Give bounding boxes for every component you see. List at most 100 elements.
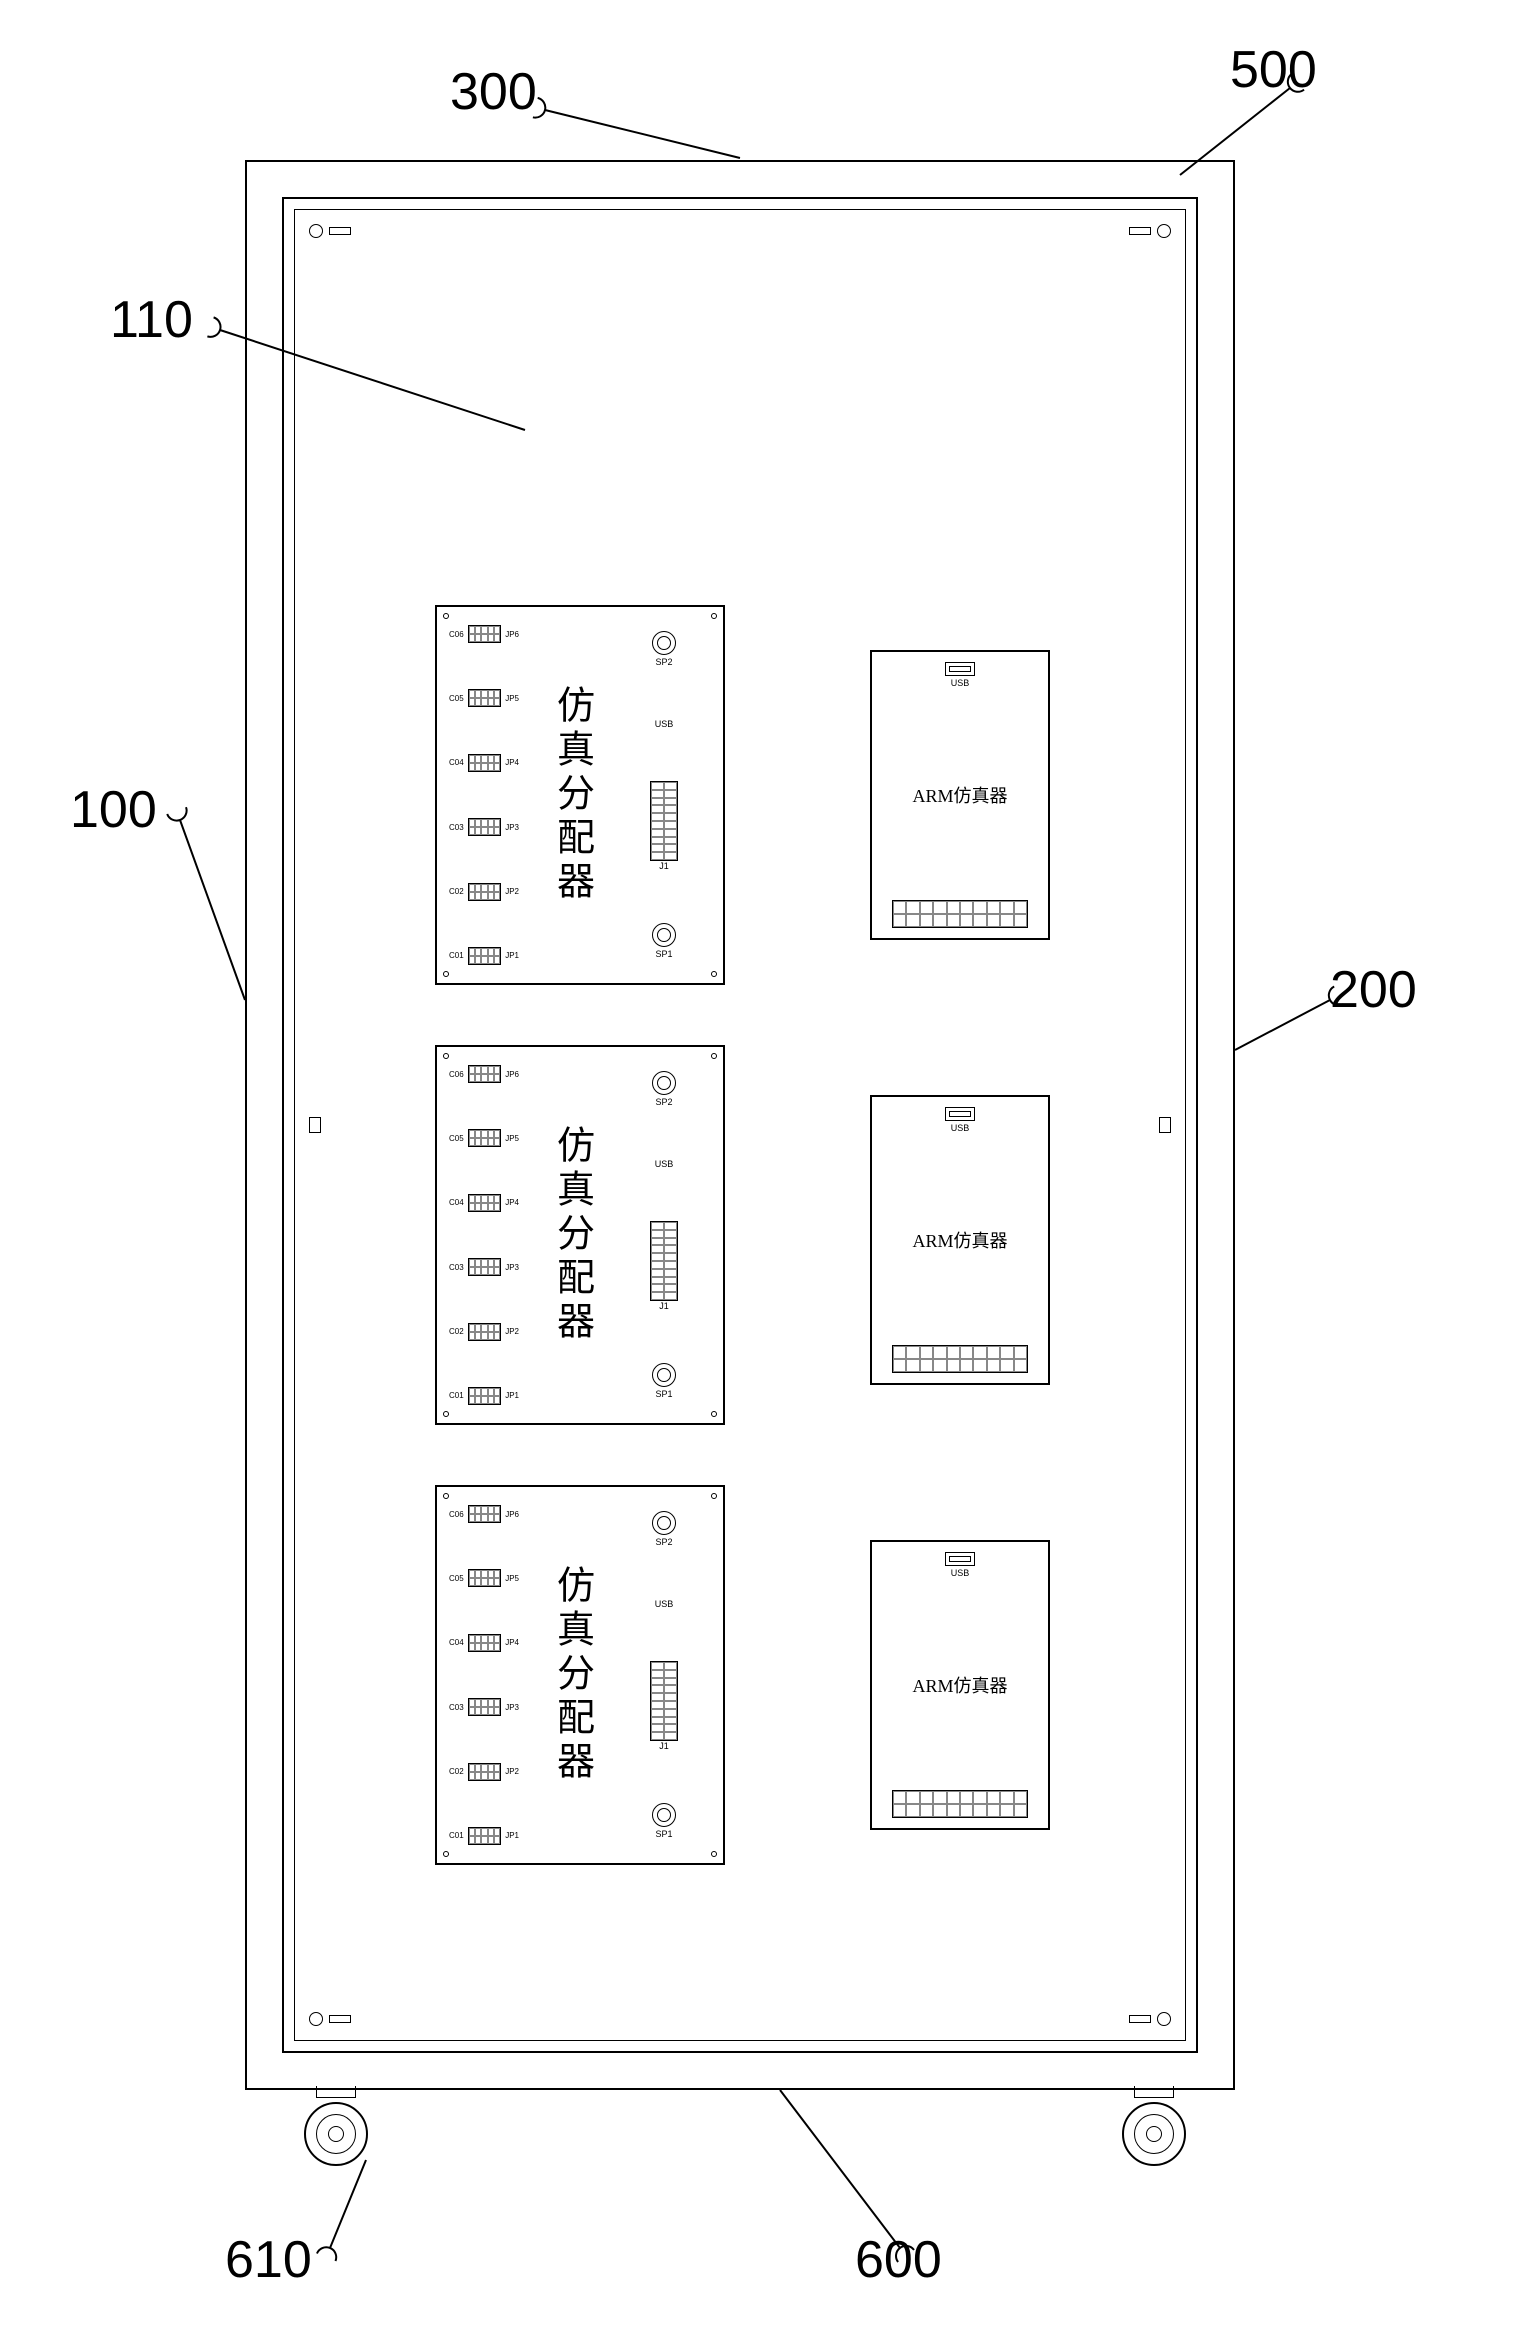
connector-label: C04 bbox=[449, 1638, 464, 1647]
header-connector-icon bbox=[892, 1345, 1028, 1373]
connector-row: C01JP1 bbox=[449, 947, 519, 965]
usb-port-icon bbox=[945, 1107, 975, 1121]
jumper-label: JP4 bbox=[505, 1638, 519, 1647]
annotation-610: 610 bbox=[225, 2230, 312, 2290]
usb-label: USB bbox=[872, 1568, 1048, 1578]
distributor-right-panel: SP2USBJ1SP1 bbox=[619, 1071, 709, 1399]
connector-row: C06JP6 bbox=[449, 625, 519, 643]
jumper-label: JP1 bbox=[505, 951, 519, 960]
connector-label: C05 bbox=[449, 1134, 464, 1143]
jumper-label: JP1 bbox=[505, 1391, 519, 1400]
jack-label: SP1 bbox=[652, 1829, 676, 1839]
jack-icon bbox=[652, 1803, 676, 1827]
connector-row: C01 JP1 bbox=[449, 1387, 519, 1405]
connector-label: C05 bbox=[449, 1574, 464, 1583]
connector-label: C01 bbox=[449, 1391, 464, 1400]
connector-label: C06 bbox=[449, 1510, 464, 1519]
jack-icon bbox=[652, 631, 676, 655]
header-connector-icon bbox=[650, 1221, 678, 1301]
screw-icon bbox=[711, 1851, 717, 1857]
usb-label: USB bbox=[655, 1599, 674, 1609]
header-connector-icon bbox=[892, 1790, 1028, 1818]
jumper-label: JP4 bbox=[505, 1198, 519, 1207]
connector-icon bbox=[468, 1634, 502, 1652]
jumper-label: JP3 bbox=[505, 1703, 519, 1712]
connector-label: C01 bbox=[449, 1831, 464, 1840]
connector-icon bbox=[468, 1763, 502, 1781]
mid-screw-icon bbox=[1159, 1117, 1171, 1133]
annotation-110: 110 bbox=[110, 290, 193, 350]
connector-row: C04 JP4 bbox=[449, 1634, 519, 1652]
screw-icon bbox=[443, 1053, 449, 1059]
screw-icon bbox=[309, 2012, 323, 2026]
header-connector-icon bbox=[650, 781, 678, 861]
jumper-label: JP4 bbox=[505, 758, 519, 767]
connector-label: C04 bbox=[449, 1198, 464, 1207]
connector-row: C05 JP5 bbox=[449, 1569, 519, 1587]
connector-icon bbox=[468, 1065, 502, 1083]
jumper-label: JP6 bbox=[505, 1070, 519, 1079]
screw-icon bbox=[711, 613, 717, 619]
slot-icon bbox=[329, 2015, 351, 2023]
connector-row: C03 JP3 bbox=[449, 1698, 519, 1716]
connector-icon bbox=[468, 1698, 502, 1716]
connector-row: C02JP2 bbox=[449, 1763, 519, 1781]
usb-label: USB bbox=[872, 678, 1048, 688]
slot-icon bbox=[1129, 2015, 1151, 2023]
distributor-title: 仿真分配器 bbox=[542, 1487, 602, 1863]
connector-row: C02JP2 bbox=[449, 1323, 519, 1341]
arm-module-title: ARM仿真器 bbox=[872, 1227, 1048, 1253]
connector-icon bbox=[468, 1194, 502, 1212]
jack-label: SP2 bbox=[652, 1537, 676, 1547]
jumper-label: JP3 bbox=[505, 823, 519, 832]
distributor-module: C06 JP6 C05 JP5 C04 JP4 C03 JP3 C02JP2 C01 JP1 仿真分配… bbox=[435, 1485, 725, 1865]
connector-icon bbox=[468, 1505, 502, 1523]
annotation-500: 500 bbox=[1230, 40, 1317, 100]
connector-row: C05JP5 bbox=[449, 1129, 519, 1147]
screw-icon bbox=[1157, 224, 1171, 238]
connector-icon bbox=[468, 1258, 502, 1276]
jumper-label: JP1 bbox=[505, 1831, 519, 1840]
connector-icon bbox=[468, 818, 502, 836]
caster-mount bbox=[1134, 2086, 1174, 2098]
header-connector-icon bbox=[650, 1661, 678, 1741]
jumper-label: JP3 bbox=[505, 1263, 519, 1272]
connector-icon bbox=[468, 1387, 502, 1405]
connector-icon bbox=[468, 947, 502, 965]
connector-row: C06 JP6 bbox=[449, 1505, 519, 1523]
j1-label: J1 bbox=[650, 861, 678, 871]
connector-icon bbox=[468, 883, 502, 901]
screw-icon bbox=[309, 224, 323, 238]
screw-icon bbox=[711, 1053, 717, 1059]
connector-icon bbox=[468, 1827, 502, 1845]
jumper-label: JP2 bbox=[505, 1327, 519, 1336]
jack-icon bbox=[652, 1071, 676, 1095]
j1-label: J1 bbox=[650, 1301, 678, 1311]
arm-emulator-module: USB ARM仿真器 bbox=[870, 650, 1050, 940]
jumper-label: JP5 bbox=[505, 1574, 519, 1583]
jumper-label: JP2 bbox=[505, 1767, 519, 1776]
annotation-300: 300 bbox=[450, 62, 537, 122]
distributor-column: C06 JP6 C05 JP5 C04 JP4 C03 JP3 C02JP2 C01 JP1 仿真分配… bbox=[435, 605, 725, 1865]
mid-screw-icon bbox=[309, 1117, 321, 1133]
connector-icon bbox=[468, 625, 502, 643]
screw-icon bbox=[443, 1493, 449, 1499]
annotation-600: 600 bbox=[855, 2230, 942, 2290]
caster-left bbox=[300, 2094, 372, 2166]
usb-port-icon bbox=[945, 1552, 975, 1566]
connector-row: C04 JP4 bbox=[449, 1194, 519, 1212]
usb-port-icon bbox=[945, 662, 975, 676]
jack-label: SP2 bbox=[652, 1097, 676, 1107]
connector-icon bbox=[468, 754, 502, 772]
connector-label: C03 bbox=[449, 1263, 464, 1272]
distributor-title: 仿真分配器 bbox=[542, 1047, 602, 1423]
arm-module-title: ARM仿真器 bbox=[872, 782, 1048, 808]
usb-label: USB bbox=[872, 1123, 1048, 1133]
leader-line bbox=[167, 807, 245, 1000]
slot-icon bbox=[1129, 227, 1151, 235]
connector-row: C04JP4 bbox=[449, 754, 519, 772]
jumper-label: JP6 bbox=[505, 1510, 519, 1519]
jack-label: SP2 bbox=[652, 657, 676, 667]
usb-label: USB bbox=[655, 1159, 674, 1169]
connector-label: C03 bbox=[449, 1703, 464, 1712]
